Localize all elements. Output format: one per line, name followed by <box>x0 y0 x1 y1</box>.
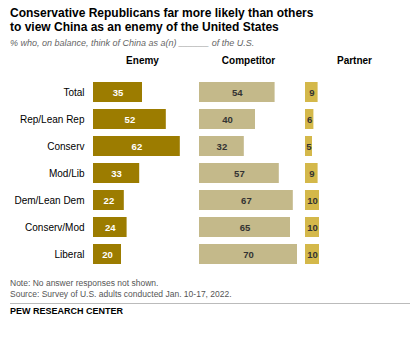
svg-text:Enemy: Enemy <box>126 54 159 65</box>
svg-text:67: 67 <box>241 194 252 205</box>
svg-text:20: 20 <box>102 248 113 259</box>
svg-text:9: 9 <box>309 86 314 97</box>
svg-text:10: 10 <box>307 248 318 259</box>
svg-text:57: 57 <box>234 167 245 178</box>
svg-text:10: 10 <box>307 221 318 232</box>
svg-text:9: 9 <box>309 167 314 178</box>
svg-text:Total: Total <box>63 86 84 97</box>
svg-text:Conserv/Mod: Conserv/Mod <box>25 221 84 232</box>
svg-text:52: 52 <box>125 113 136 124</box>
svg-text:Rep/Lean Rep: Rep/Lean Rep <box>20 113 85 124</box>
svg-text:65: 65 <box>240 221 251 232</box>
html-text:PEW RESEARCH CENTER: PEW RESEARCH CENTER <box>10 305 123 316</box>
svg-text:Liberal: Liberal <box>54 248 84 259</box>
svg-text:70: 70 <box>243 248 254 259</box>
svg-text:54: 54 <box>232 86 243 97</box>
html-text:Conservative Republicans far m: Conservative Republicans far more likely… <box>10 6 314 35</box>
html-text:Note: No answer responses not: Note: No answer responses not shown. <box>10 277 159 288</box>
svg-text:5: 5 <box>306 140 312 151</box>
svg-text:6: 6 <box>307 113 312 124</box>
svg-text:32: 32 <box>217 140 228 151</box>
svg-text:Mod/Lib: Mod/Lib <box>49 167 85 178</box>
svg-text:Dem/Lean Dem: Dem/Lean Dem <box>14 194 84 205</box>
svg-text:Partner: Partner <box>337 54 372 65</box>
svg-text:22: 22 <box>104 194 115 205</box>
svg-text:10: 10 <box>307 194 318 205</box>
svg-text:40: 40 <box>222 113 233 124</box>
html-text:Source: Survey of U.S. adults: Source: Survey of U.S. adults conducted … <box>10 288 232 299</box>
html-text:% who, on balance, think of Ch: % who, on balance, think of China as a(n… <box>10 37 255 48</box>
svg-text:62: 62 <box>132 140 143 151</box>
svg-text:35: 35 <box>113 86 124 97</box>
svg-text:24: 24 <box>105 221 116 232</box>
svg-text:33: 33 <box>111 167 122 178</box>
svg-text:Conserv: Conserv <box>47 140 84 151</box>
svg-text:Competitor: Competitor <box>222 54 275 65</box>
